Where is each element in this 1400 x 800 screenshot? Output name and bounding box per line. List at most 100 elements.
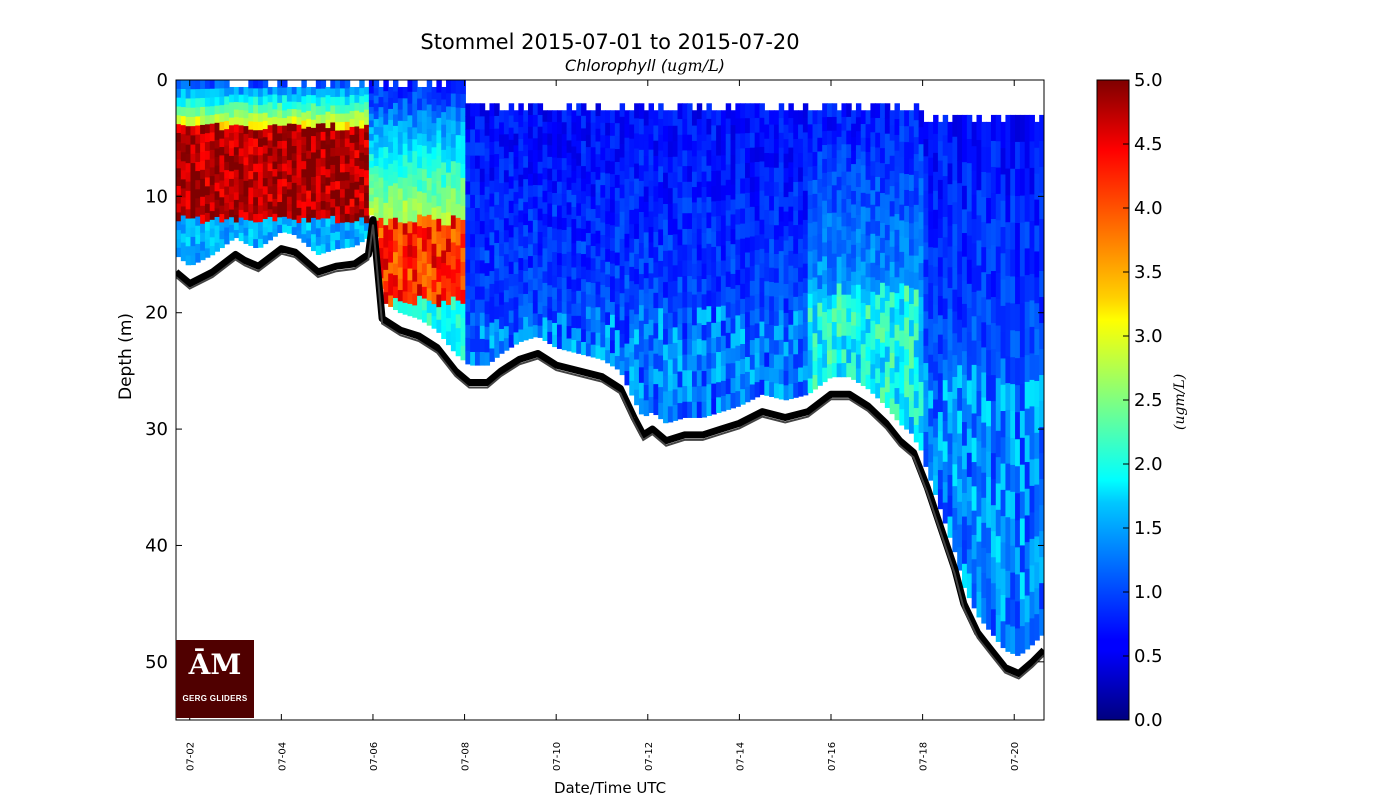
heat-cell xyxy=(696,228,703,246)
heat-cell xyxy=(272,221,278,230)
heat-cell xyxy=(219,172,225,182)
heat-cell xyxy=(759,176,765,192)
heat-cell xyxy=(855,256,862,272)
heat-cell xyxy=(923,276,929,295)
heat-cell xyxy=(552,252,558,265)
heat-cell xyxy=(793,368,799,384)
heat-cell xyxy=(933,247,939,268)
heat-cell xyxy=(667,110,674,127)
heat-cell xyxy=(1029,565,1035,593)
heat-cell xyxy=(277,186,283,195)
heat-cell xyxy=(711,398,717,415)
heat-cell xyxy=(605,160,611,174)
heat-cell xyxy=(204,239,211,249)
heat-cell xyxy=(431,304,437,317)
heat-cell xyxy=(894,372,900,389)
heat-cell xyxy=(566,227,573,240)
heat-cell xyxy=(330,122,336,132)
heat-cell xyxy=(257,205,264,215)
heat-cell xyxy=(658,213,664,230)
heat-cell xyxy=(933,361,939,382)
heat-cell xyxy=(740,163,746,180)
heat-cell xyxy=(339,88,346,98)
heat-cell xyxy=(672,110,679,127)
heat-cell xyxy=(725,286,732,303)
heat-cell xyxy=(1005,356,1011,384)
heat-cell xyxy=(311,226,317,235)
heat-cell xyxy=(918,212,925,230)
heat-cell xyxy=(407,162,413,175)
heat-cell xyxy=(942,420,949,442)
heat-cell xyxy=(484,326,491,341)
heat-cell xyxy=(990,557,997,584)
heat-cell xyxy=(373,111,380,120)
heat-cell xyxy=(846,103,852,118)
heat-cell xyxy=(537,267,544,280)
heat-cell xyxy=(981,222,987,248)
heat-cell xyxy=(817,234,823,249)
heat-cell xyxy=(185,227,192,238)
heat-cell xyxy=(754,176,761,192)
heat-cell xyxy=(990,531,997,558)
heat-cell xyxy=(962,516,968,541)
heat-cell xyxy=(257,163,264,173)
heat-cell xyxy=(759,234,765,250)
heat-cell xyxy=(272,116,278,125)
heat-cell xyxy=(272,183,278,192)
heat-cell xyxy=(880,357,886,374)
heat-cell xyxy=(778,354,785,370)
heat-cell xyxy=(257,113,264,123)
heat-cell xyxy=(508,334,515,348)
heat-cell xyxy=(865,305,871,320)
heat-cell xyxy=(638,196,645,213)
heat-cell xyxy=(855,284,862,300)
heat-cell xyxy=(711,171,717,187)
colorbar-tick-label: 3.0 xyxy=(1134,326,1163,347)
heat-cell xyxy=(441,124,447,138)
heat-cell xyxy=(185,98,192,109)
heat-cell xyxy=(904,237,910,255)
heat-cell xyxy=(499,280,505,294)
heat-cell xyxy=(841,294,847,309)
heat-cell xyxy=(528,126,534,140)
heat-cell xyxy=(889,307,896,324)
heat-cell xyxy=(267,140,274,149)
heat-cell xyxy=(219,80,225,89)
heat-cell xyxy=(682,197,688,214)
heat-cell xyxy=(306,142,312,152)
heat-cell xyxy=(185,200,192,210)
heat-cell xyxy=(880,252,886,269)
heat-cell xyxy=(248,104,254,114)
heat-cell xyxy=(532,255,539,268)
heat-cell xyxy=(913,272,920,291)
heat-cell xyxy=(851,204,857,219)
heat-cell xyxy=(691,171,698,188)
heat-cell xyxy=(581,191,587,205)
heat-cell xyxy=(870,262,876,278)
heat-cell xyxy=(788,162,794,178)
heat-cell xyxy=(224,194,230,204)
heat-cell xyxy=(542,121,548,134)
heat-cell xyxy=(1034,380,1040,408)
heat-cell xyxy=(296,200,302,209)
heat-cell xyxy=(634,178,640,195)
heat-cell xyxy=(1015,574,1021,602)
heat-cell xyxy=(224,227,230,237)
heat-cell xyxy=(889,140,896,157)
heat-cell xyxy=(581,166,587,180)
heat-cell xyxy=(614,200,621,215)
heat-cell xyxy=(691,371,698,388)
heat-cell xyxy=(836,203,843,218)
heat-cell xyxy=(725,103,732,120)
heat-cell xyxy=(185,181,192,192)
heat-cell xyxy=(841,185,847,200)
heat-cell xyxy=(629,209,635,225)
heat-cell xyxy=(315,132,322,142)
heat-cell xyxy=(933,437,939,457)
heat-cell xyxy=(720,335,727,352)
heat-cell xyxy=(643,156,650,172)
heat-cell xyxy=(219,197,225,207)
heat-cell xyxy=(1019,249,1026,277)
heat-cell xyxy=(590,332,597,346)
heat-cell xyxy=(455,190,462,205)
